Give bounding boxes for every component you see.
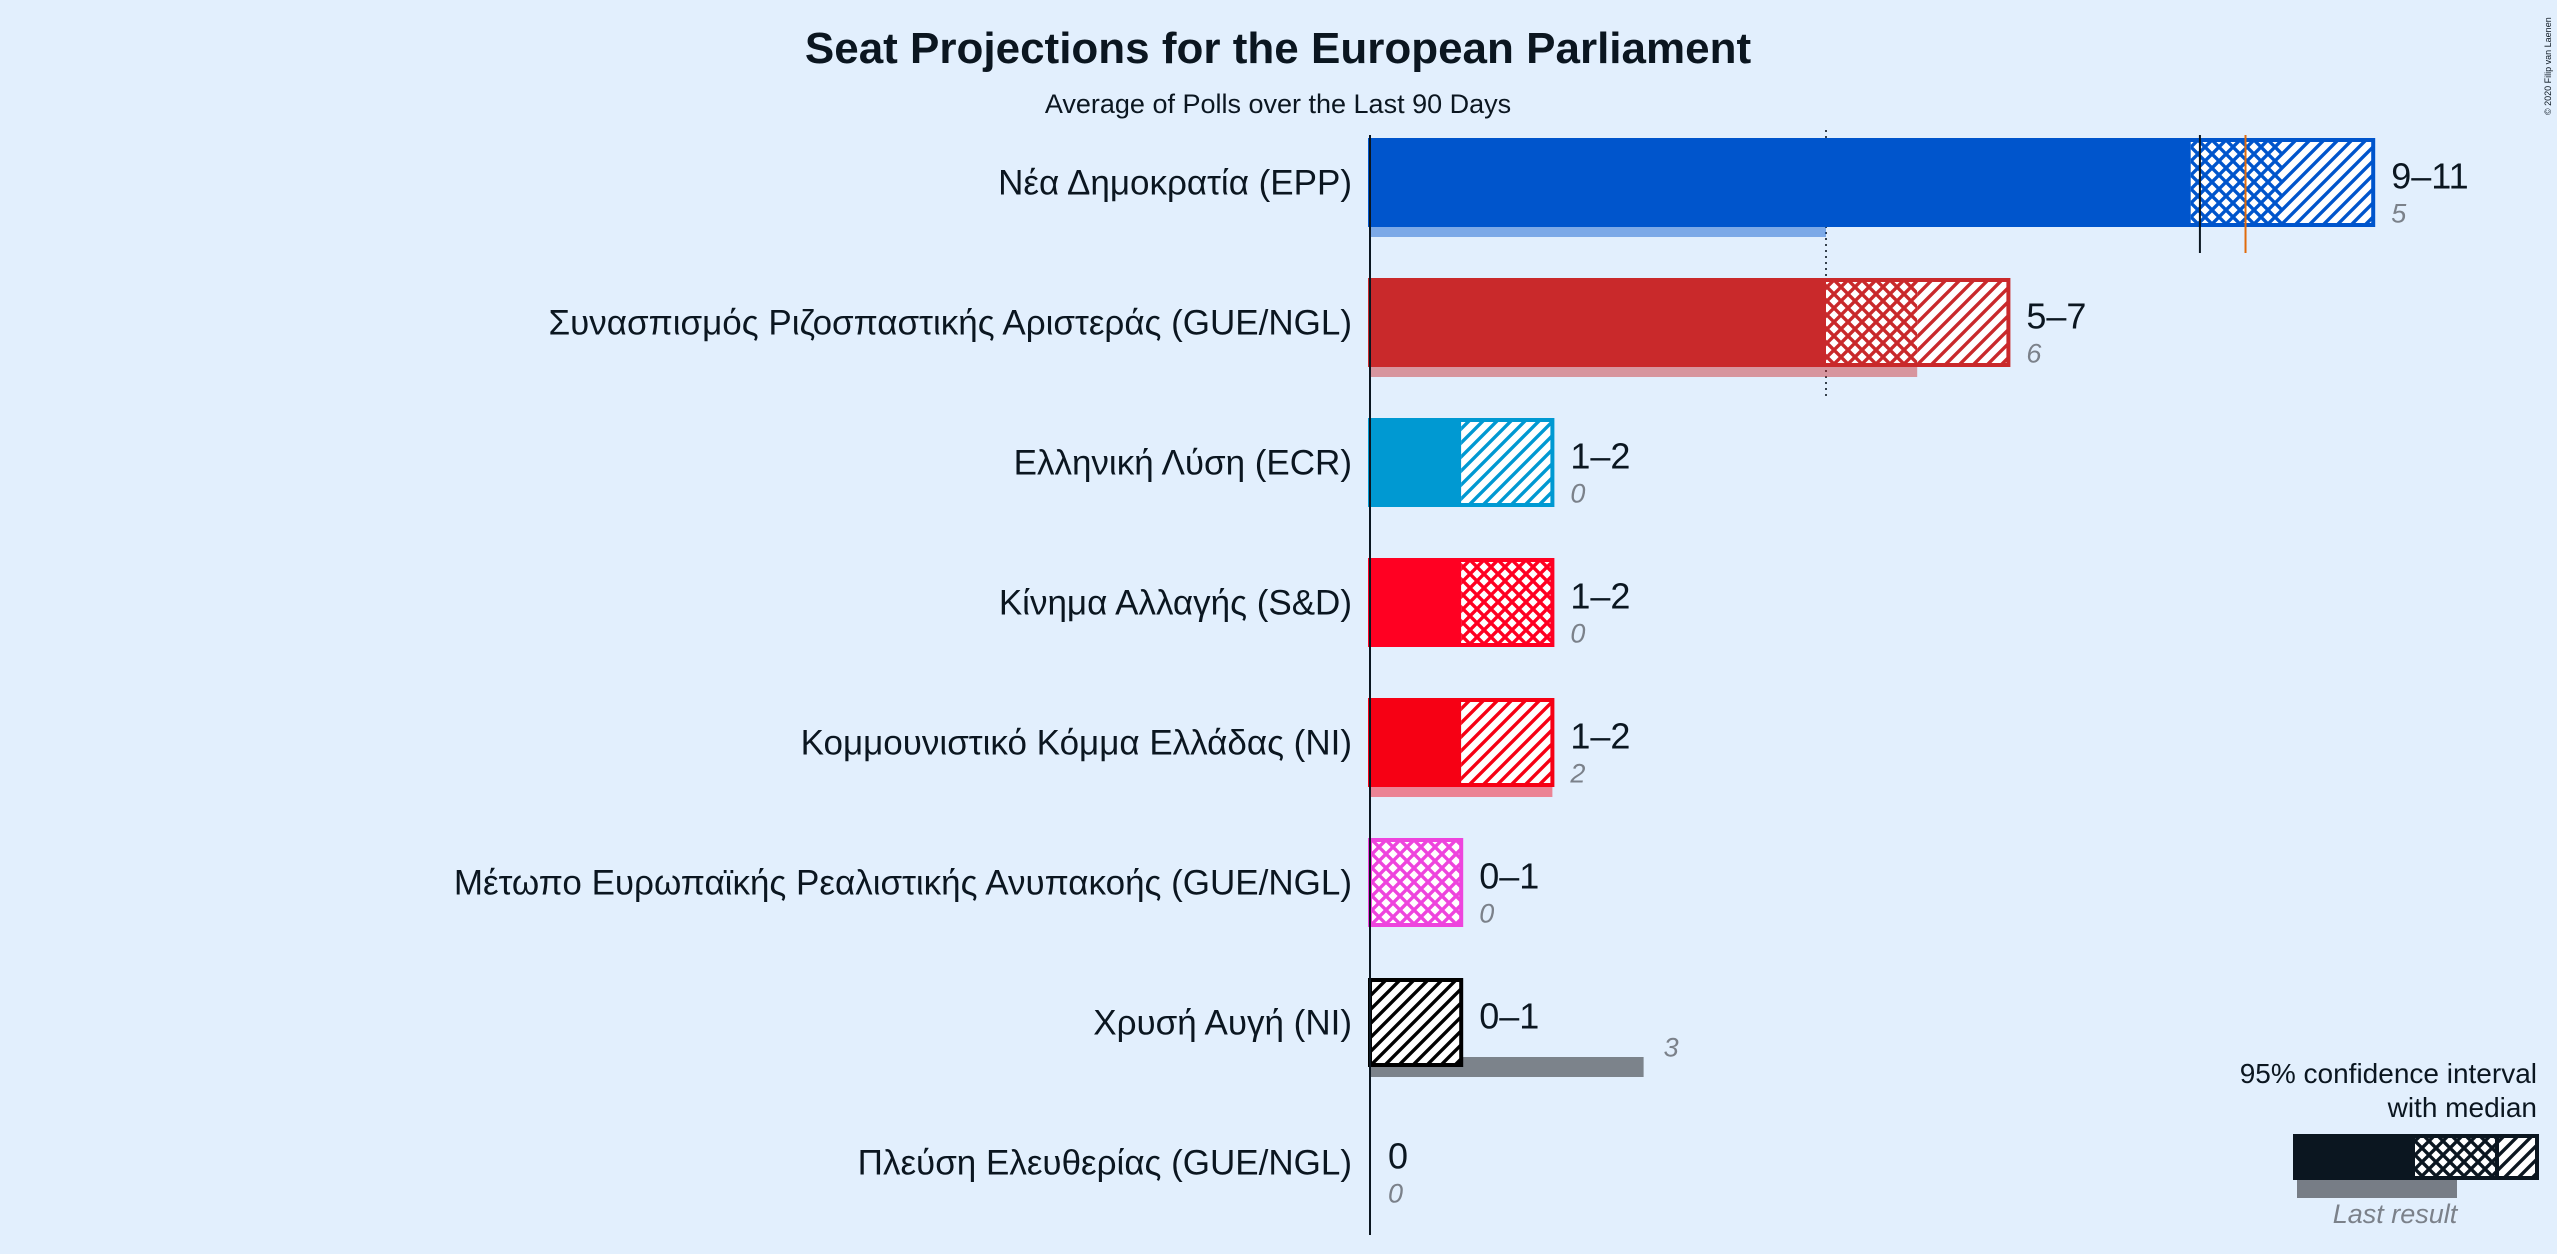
last-result-label: 0 [1570, 619, 1585, 649]
ci-lower-hatch-bar [1461, 560, 1553, 645]
party-label: Κίνημα Αλλαγής (S&D) [999, 584, 1352, 623]
range-label: 0–1 [1479, 856, 1539, 897]
last-result-label: 0 [1479, 899, 1494, 929]
range-label: 0 [1388, 1136, 1408, 1177]
ci-solid-bar [1370, 140, 2191, 225]
last-result-label: 2 [1569, 759, 1585, 789]
ci-solid-bar [1370, 560, 1462, 645]
range-label: 1–2 [1570, 576, 1630, 617]
party-row: Χρυσή Αυγή (NI) 0–1 3 [1093, 978, 1679, 1077]
party-row: Μέτωπο Ευρωπαϊκής Ρεαλιστικής Ανυπακοής … [454, 838, 1539, 929]
party-label: Νέα Δημοκρατία (EPP) [998, 164, 1352, 203]
copyright-notice: © 2020 Filip van Laenen [2543, 17, 2553, 115]
party-row: Ελληνική Λύση (ECR) 1–20 [1014, 418, 1630, 509]
party-row: Κίνημα Αλλαγής (S&D) 1–20 [999, 558, 1630, 649]
party-row: Πλεύση Ελευθερίας (GUE/NGL) 00 [858, 1136, 1408, 1209]
party-label: Συνασπισμός Ριζοσπαστικής Αριστεράς (GUE… [549, 304, 1353, 343]
range-label: 0–1 [1479, 996, 1539, 1037]
ci-lower-hatch-bar [2190, 140, 2282, 225]
ci-upper-hatch-bar [1917, 280, 2009, 365]
party-row: Συνασπισμός Ριζοσπαστικής Αριστεράς (GUE… [549, 278, 2086, 377]
ci-upper-hatch-bar [1461, 420, 1553, 505]
legend-last-result-label: Last result [2333, 1199, 2459, 1229]
party-row: Νέα Δημοκρατία (EPP) 9–115 [998, 138, 2469, 237]
party-label: Πλεύση Ελευθερίας (GUE/NGL) [858, 1144, 1352, 1183]
party-label: Κομμουνιστικό Κόμμα Ελλάδας (NI) [801, 724, 1352, 763]
last-result-label: 3 [1664, 1033, 1679, 1063]
ci-lower-hatch-bar [1826, 280, 1918, 365]
ci-lower-hatch-bar [1370, 840, 1462, 925]
range-label: 1–2 [1570, 716, 1630, 757]
ci-upper-hatch-bar [2282, 140, 2374, 225]
legend: 95% confidence interval with median Last… [2240, 1058, 2539, 1229]
party-row: Κομμουνιστικό Κόμμα Ελλάδας (NI) 1–22 [801, 698, 1630, 797]
bars-layer: Νέα Δημοκρατία (EPP) 9–115 Συνασπισμός Ριζ… [454, 130, 2469, 1235]
legend-title-line2: with median [2387, 1092, 2537, 1123]
legend-title-line1: 95% confidence interval [2240, 1058, 2537, 1089]
party-label: Ελληνική Λύση (ECR) [1014, 444, 1352, 483]
last-result-label: 0 [1388, 1179, 1403, 1209]
ci-solid-bar [1370, 700, 1462, 785]
legend-solid-bar [2295, 1136, 2415, 1178]
last-result-label: 0 [1570, 479, 1585, 509]
party-label: Χρυσή Αυγή (NI) [1093, 1004, 1352, 1043]
last-result-label: 6 [2026, 339, 2042, 369]
ci-solid-bar [1370, 280, 1826, 365]
party-label: Μέτωπο Ευρωπαϊκής Ρεαλιστικής Ανυπακοής … [454, 864, 1352, 903]
last-result-label: 5 [2391, 199, 2407, 229]
chart-title: Seat Projections for the European Parlia… [805, 24, 1752, 73]
ci-solid-bar [1370, 420, 1462, 505]
ci-upper-hatch-bar [1461, 700, 1553, 785]
range-label: 5–7 [2026, 296, 2086, 337]
legend-lower-hatch [2415, 1136, 2497, 1178]
legend-upper-hatch [2497, 1136, 2537, 1178]
range-label: 9–11 [2391, 156, 2468, 197]
chart-subtitle: Average of Polls over the Last 90 Days [1045, 89, 1511, 119]
ci-upper-hatch-bar [1370, 980, 1462, 1065]
range-label: 1–2 [1570, 436, 1630, 477]
legend-last-result-bar [2297, 1180, 2457, 1198]
legend-outline [2293, 1134, 2539, 1180]
